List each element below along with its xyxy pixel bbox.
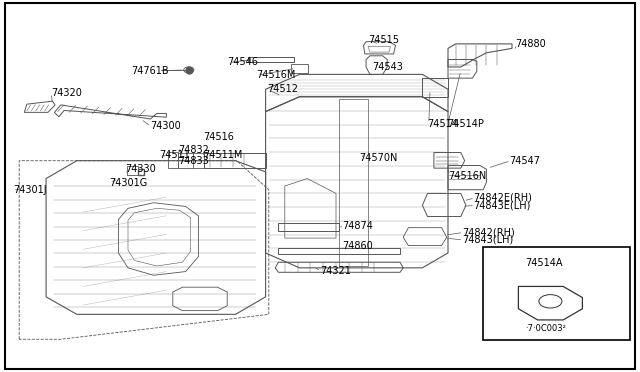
Text: 74300: 74300 bbox=[150, 122, 181, 131]
Text: 74842(RH): 74842(RH) bbox=[462, 228, 515, 237]
Text: 74514: 74514 bbox=[428, 119, 458, 128]
Text: 74516N: 74516N bbox=[448, 171, 486, 180]
Text: 74543: 74543 bbox=[372, 62, 403, 72]
Text: 74516: 74516 bbox=[204, 132, 234, 142]
Text: 74514P: 74514P bbox=[447, 119, 484, 128]
Text: 74320: 74320 bbox=[51, 88, 82, 98]
Text: 74843(LH): 74843(LH) bbox=[462, 235, 513, 245]
Text: 74860: 74860 bbox=[342, 241, 373, 250]
Text: 74511: 74511 bbox=[159, 151, 189, 160]
Text: 74832: 74832 bbox=[178, 145, 209, 154]
Text: 74511M: 74511M bbox=[204, 151, 243, 160]
Text: 74570N: 74570N bbox=[360, 153, 398, 163]
Text: 74546: 74546 bbox=[227, 58, 258, 67]
Text: 74880: 74880 bbox=[515, 39, 546, 49]
Text: 74515: 74515 bbox=[368, 35, 399, 45]
Text: 74842E(RH): 74842E(RH) bbox=[474, 193, 532, 203]
Text: 74330: 74330 bbox=[125, 164, 156, 174]
Text: 74547: 74547 bbox=[509, 156, 540, 166]
Text: 74843E(LH): 74843E(LH) bbox=[474, 201, 531, 210]
Text: 74761B: 74761B bbox=[131, 66, 169, 76]
Text: ·7·0C003²: ·7·0C003² bbox=[525, 324, 566, 333]
Text: 74512: 74512 bbox=[268, 84, 298, 94]
Text: 74833: 74833 bbox=[178, 157, 209, 166]
Text: 74301J: 74301J bbox=[13, 186, 47, 195]
Bar bbox=[483, 247, 630, 340]
Text: 74301G: 74301G bbox=[109, 178, 147, 188]
Text: 74321: 74321 bbox=[320, 266, 351, 276]
Text: 74874: 74874 bbox=[342, 221, 373, 231]
Text: 74516M: 74516M bbox=[256, 70, 296, 80]
Text: 74514A: 74514A bbox=[525, 259, 563, 268]
